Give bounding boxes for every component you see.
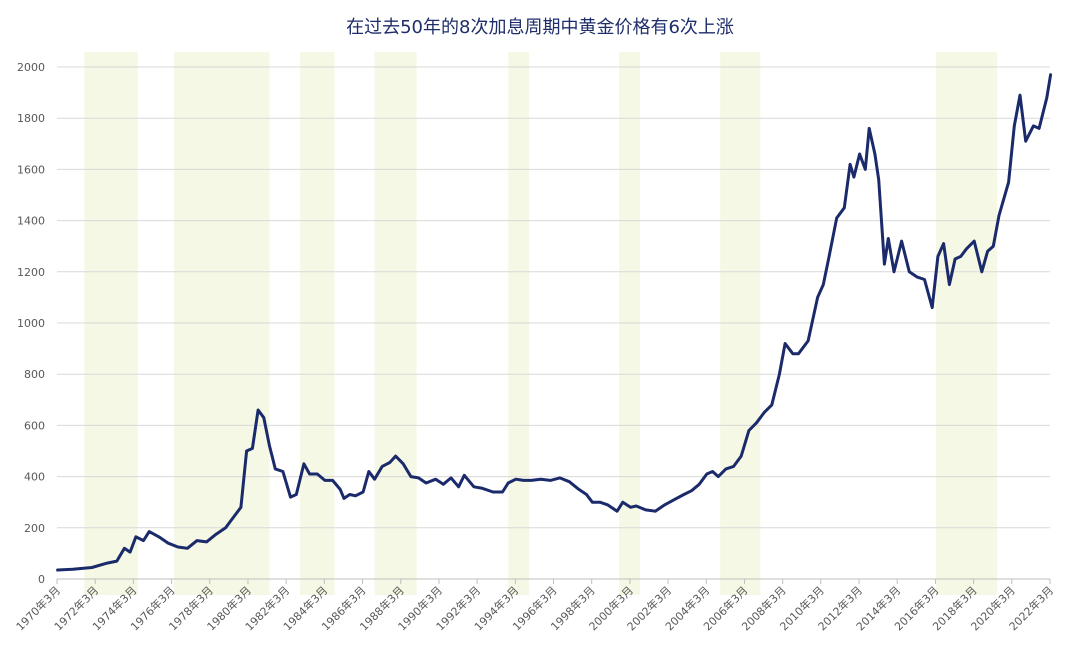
y-tick-label: 0 [38, 573, 45, 586]
y-tick-label: 200 [24, 522, 45, 535]
y-tick-label: 2000 [17, 61, 45, 74]
y-tick-label: 1200 [17, 266, 45, 279]
y-tick-label: 400 [24, 471, 45, 484]
y-tick-label: 1000 [17, 317, 45, 330]
y-tick-label: 600 [24, 419, 45, 432]
y-tick-label: 800 [24, 368, 45, 381]
price-line [56, 73, 1053, 572]
y-tick-label: 1600 [17, 163, 45, 176]
y-tick-label: 1800 [17, 112, 45, 125]
y-tick-label: 1400 [17, 215, 45, 228]
chart-title: 在过去50年的8次加息周期中黄金价格有6次上涨 [346, 17, 734, 38]
